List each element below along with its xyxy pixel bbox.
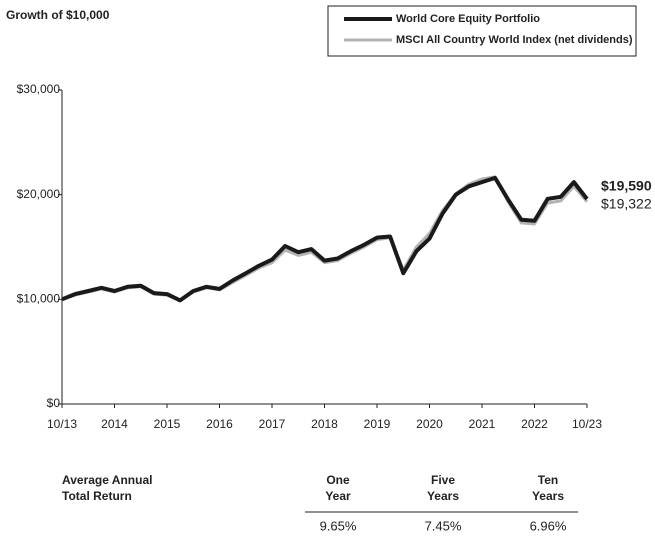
y-tick-label: $30,000: [17, 82, 61, 96]
x-tick-label: 2015: [154, 417, 181, 431]
x-tick-label: 2020: [416, 417, 443, 431]
legend-label: MSCI All Country World Index (net divide…: [396, 34, 633, 46]
x-tick-label: 2019: [364, 417, 391, 431]
table-header: Years: [532, 489, 564, 503]
y-tick-label: $10,000: [17, 292, 61, 306]
series-line: [61, 175, 589, 303]
x-tick-label: 2017: [259, 417, 286, 431]
chart-title: Growth of $10,000: [6, 8, 110, 22]
table-header: Total Return: [62, 489, 132, 503]
table-header: Year: [325, 489, 351, 503]
x-tick-label: 10/13: [47, 417, 77, 431]
y-tick-label: $20,000: [17, 187, 61, 201]
x-tick-label: 2016: [206, 417, 233, 431]
table-value: 9.65%: [320, 518, 357, 533]
legend-label: World Core Equity Portfolio: [396, 13, 540, 25]
end-label: $19,590: [601, 178, 652, 194]
y-tick-label: $0: [47, 396, 61, 410]
x-tick-label: 2022: [521, 417, 548, 431]
x-tick-label: 2021: [469, 417, 496, 431]
x-tick-label: 2018: [311, 417, 338, 431]
series-line: [61, 175, 589, 302]
x-tick-label: 2014: [101, 417, 128, 431]
table-header: One: [326, 473, 350, 487]
x-tick-label: 10/23: [572, 417, 602, 431]
table-header: Ten: [538, 473, 558, 487]
table-value: 7.45%: [425, 518, 462, 533]
table-value: 6.96%: [530, 518, 567, 533]
table-header: Five: [431, 473, 455, 487]
end-label: $19,322: [601, 196, 652, 212]
table-header: Average Annual: [62, 473, 152, 487]
legend-box: [327, 5, 637, 57]
table-header: Years: [427, 489, 459, 503]
